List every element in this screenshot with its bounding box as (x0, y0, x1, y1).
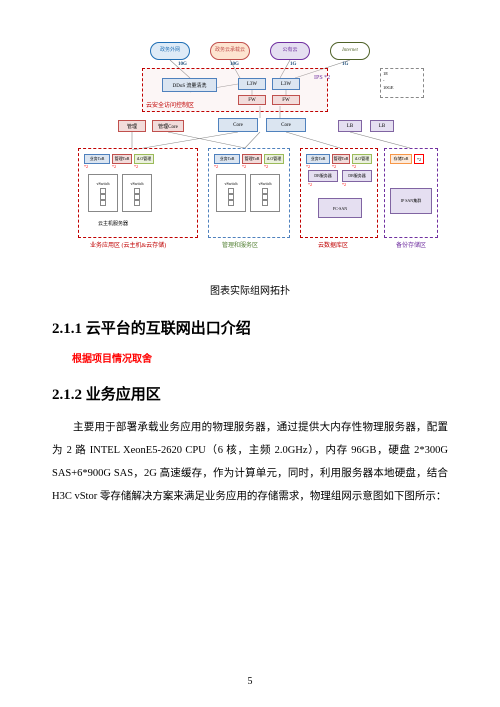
cloud-政务云承载云: 政务云承载云 (210, 42, 250, 60)
diagram-box: 业务ToR (306, 154, 330, 164)
diagram-box: 管理ToR (332, 154, 350, 164)
diagram-box: FW (238, 95, 266, 105)
diagram-box: iLO管理 (264, 154, 284, 164)
diagram-box: L3W (272, 78, 300, 90)
body-paragraph: 主要用于部署承载业务应用的物理服务器，通过提供大内存性物理服务器，配置为 2 路… (52, 416, 448, 508)
diagram-box: iLO管理 (352, 154, 372, 164)
zone-label: 管理和服务区 (222, 240, 258, 249)
link-speed-label: 10G (230, 62, 239, 67)
red-note: 根据项目情况取舍 (52, 350, 448, 365)
ddos-box: DDoS 流量清洗 (162, 78, 217, 92)
diagram-box: DB服务器 (308, 170, 338, 182)
heading-2-1-1: 2.1.1 云平台的互联网出口介绍 (52, 317, 448, 338)
multiplier: *2 (308, 182, 312, 187)
multiplier: *2 (352, 164, 356, 169)
heading-2-1-2: 2.1.2 业务应用区 (52, 383, 448, 404)
multiplier: *2 (342, 182, 346, 187)
multiplier: *2 (84, 164, 88, 169)
diagram-box: FW (272, 95, 300, 105)
diagram-box: 业务ToR (214, 154, 240, 164)
cloud-Internet: Internet (330, 42, 370, 60)
legend-box: 1E-10GE (380, 68, 424, 98)
zone-label: 业务应用区 (云主机&云存储) (90, 240, 166, 249)
diagram-box: L3W (238, 78, 266, 90)
diagram-box: Core (218, 118, 258, 132)
diagram-box: FC-SAN (318, 198, 362, 218)
zone-label: 备份存储区 (396, 240, 426, 249)
diagram-box: 管理Core (152, 120, 184, 132)
link-speed-label: 1G (290, 62, 296, 67)
multiplier: *2 (242, 164, 246, 169)
zone-label: 云数据库区 (318, 240, 348, 249)
diagram-box: 管理ToR (112, 154, 132, 164)
page-number: 5 (0, 676, 500, 687)
vswitch-box: vSwitch (122, 174, 152, 212)
diagram-box: Core (266, 118, 306, 132)
vswitch-box: vSwitch (88, 174, 118, 212)
diagram-caption: 图表实际组网拓扑 (52, 282, 448, 297)
multiplier: *2 (264, 164, 268, 169)
vswitch-box: vSwitch (250, 174, 280, 212)
diagram-box: 业务ToR (84, 154, 110, 164)
ips-label: IPS *2 (314, 75, 330, 81)
link-speed-label: 1G (342, 62, 348, 67)
diagram-box: iLO管理 (134, 154, 154, 164)
sec-zone-label: 云安全访问控制区 (146, 100, 194, 109)
z1-bottom-label: 云主机服务器 (98, 220, 128, 227)
multiplier: *2 (214, 164, 218, 169)
diagram-box: 管理 (118, 120, 146, 132)
diagram-box: LB (370, 120, 394, 132)
multiplier: *2 (112, 164, 116, 169)
diagram-box: IP SAN集群 (390, 188, 432, 214)
cloud-政务外网: 政务外网 (150, 42, 190, 60)
diagram-box: 存储ToR (390, 154, 412, 164)
network-diagram: 政务外网 政务云承载云 公有云 Internet 10G 10G 1G 1G DDoS 流量… (60, 40, 440, 270)
cloud-公有云: 公有云 (270, 42, 310, 60)
multiplier: *2 (134, 164, 138, 169)
diagram-box: DB服务器 (342, 170, 372, 182)
multiplier: *2 (332, 164, 336, 169)
diagram-box: 管理ToR (242, 154, 262, 164)
vswitch-box: vSwitch (216, 174, 246, 212)
diagram-box: *2 (414, 154, 424, 164)
multiplier: *2 (306, 164, 310, 169)
link-speed-label: 10G (178, 62, 187, 67)
diagram-box: LB (338, 120, 362, 132)
